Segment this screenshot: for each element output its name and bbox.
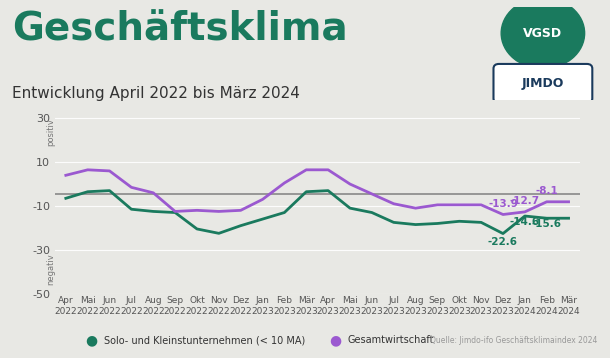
Text: negativ: negativ <box>46 253 55 285</box>
Text: -8.1: -8.1 <box>536 186 558 196</box>
Text: ●: ● <box>85 333 98 347</box>
Text: -12.7: -12.7 <box>510 196 540 206</box>
Text: ●: ● <box>329 333 342 347</box>
Circle shape <box>501 0 584 69</box>
Text: Entwicklung April 2022 bis März 2024: Entwicklung April 2022 bis März 2024 <box>12 86 300 101</box>
Text: Solo- und Kleinstunternehmen (< 10 MA): Solo- und Kleinstunternehmen (< 10 MA) <box>104 335 305 345</box>
Text: JIMDO: JIMDO <box>522 77 564 90</box>
Text: positiv: positiv <box>46 118 55 146</box>
Text: Quelle: Jimdo-ifo Geschäftsklimaindex 2024: Quelle: Jimdo-ifo Geschäftsklimaindex 20… <box>431 335 598 345</box>
Text: -15.6: -15.6 <box>532 219 562 229</box>
Text: -13.9: -13.9 <box>488 199 518 209</box>
Text: Gesamtwirtschaft: Gesamtwirtschaft <box>348 335 434 345</box>
Text: Geschäftsklima: Geschäftsklima <box>12 11 348 49</box>
Text: -14.6: -14.6 <box>510 217 540 227</box>
FancyBboxPatch shape <box>493 64 592 103</box>
Text: -22.6: -22.6 <box>488 237 518 247</box>
Text: VGSD: VGSD <box>523 27 562 40</box>
